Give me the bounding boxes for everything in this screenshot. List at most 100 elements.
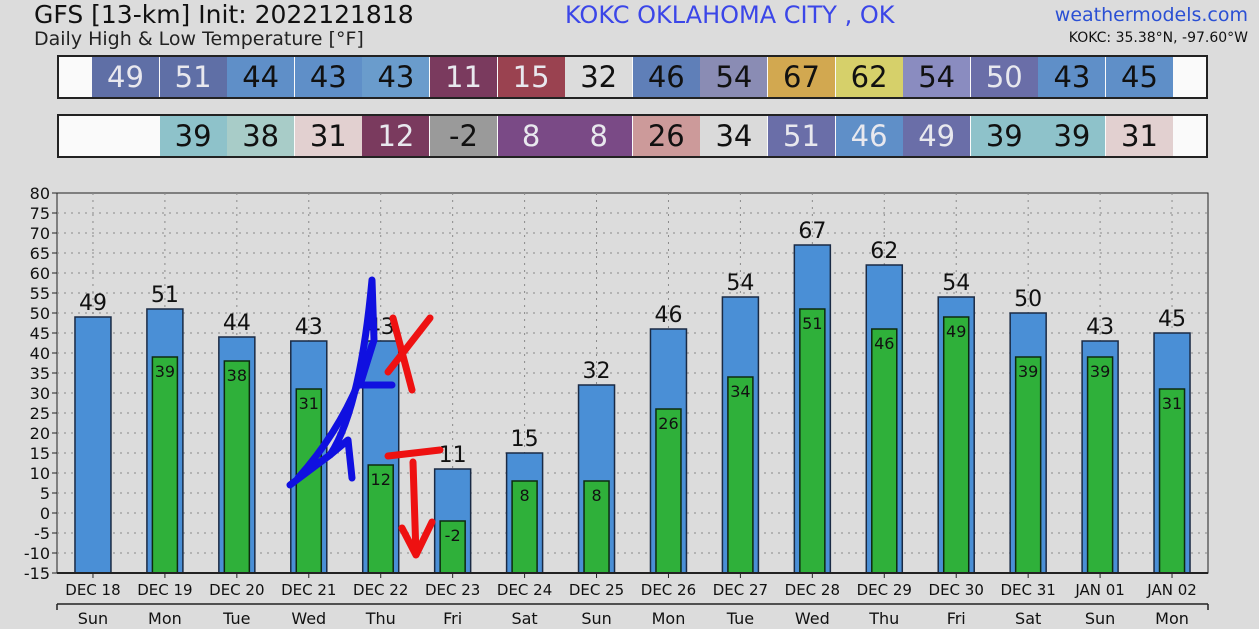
x-date-label: DEC 30 [929,581,984,599]
low-bar [727,376,754,574]
x-date-label: DEC 28 [785,581,840,599]
high-temp-cell: 43 [1038,57,1106,97]
high-value-label: 43 [1086,315,1114,340]
low-bar [871,328,898,574]
blue-annotation-stroke [294,341,376,482]
high-temp-cell: 46 [632,57,700,97]
y-tick-label: 50 [30,304,50,323]
x-date-label: DEC 18 [65,581,120,599]
high-temp-cell: 62 [835,57,903,97]
high-value-label: 45 [1158,307,1186,332]
high-value-label: 62 [870,239,898,264]
x-date-label: DEC 21 [281,581,336,599]
y-tick-label: 25 [30,404,50,423]
low-value-label: 8 [591,486,601,505]
low-value-label: 38 [227,366,247,385]
low-temp-cell [92,116,159,156]
y-tick-label: 70 [30,224,50,243]
x-weekday-label: Mon [1155,609,1189,628]
low-bar [223,360,251,574]
y-tick-label: 15 [30,444,50,463]
low-value-label: -2 [445,526,461,545]
low-value-label: 39 [155,362,175,381]
low-bar [1158,388,1186,574]
x-weekday-label: Wed [291,609,326,628]
station-name: KOKC OKLAHOMA CITY , OK [565,1,895,29]
low-temp-cell: 38 [227,116,295,156]
x-weekday-label: Mon [652,609,686,628]
high-value-label: 54 [942,271,970,296]
low-temp-cell: 39 [159,116,227,156]
high-temp-cell: 11 [430,57,497,97]
low-temp-cell: 31 [294,116,362,156]
y-tick-label: -15 [24,564,50,583]
high-temp-cell: 43 [362,57,430,97]
low-temp-cell: 31 [1106,116,1173,156]
high-temp-cell: 45 [1106,57,1173,97]
y-tick-label: 65 [30,244,50,263]
x-date-label: JAN 02 [1146,581,1197,599]
high-value-label: 49 [79,291,107,316]
high-temp-cell: 49 [92,57,159,97]
y-tick-label: 45 [30,324,50,343]
high-temp-cell: 54 [700,57,768,97]
x-weekday-label: Fri [947,609,966,628]
y-tick-label: 35 [30,364,50,383]
high-temp-cell: 51 [159,57,227,97]
high-temp-cell: 54 [903,57,971,97]
low-value-label: 12 [371,470,391,489]
high-value-label: 32 [583,359,611,384]
low-bar [655,408,682,574]
x-date-label: DEC 25 [569,581,624,599]
high-value-label: 46 [654,303,682,328]
high-value-label: 50 [1014,287,1042,312]
x-weekday-label: Tue [222,609,250,628]
low-bar [367,464,394,574]
high-value-label: 51 [151,283,179,308]
low-value-label: 31 [299,394,319,413]
x-weekday-label: Mon [148,609,182,628]
low-temp-cell: 49 [903,116,971,156]
high-temp-cell: 50 [970,57,1038,97]
high-value-label: 43 [295,315,323,340]
x-weekday-label: Sat [1015,609,1041,628]
y-tick-label: 60 [30,264,50,283]
x-date-label: DEC 24 [497,581,552,599]
low-bar [1014,356,1042,574]
low-temp-cell: 12 [362,116,430,156]
high-temp-cell: 15 [497,57,565,97]
low-bar [1086,356,1114,574]
low-temp-cell: 34 [700,116,768,156]
red-annotation-stroke [384,446,444,460]
x-date-label: DEC 19 [137,581,192,599]
x-weekday-label: Tue [726,609,754,628]
y-tick-label: -10 [24,544,50,563]
low-temp-cell: 39 [1038,116,1106,156]
low-bar [942,316,970,574]
y-tick-label: 80 [30,184,50,203]
y-tick-label: 20 [30,424,50,443]
high-value-label: 15 [511,427,539,452]
y-tick-label: -5 [34,524,50,543]
x-weekday-label: Sun [1085,609,1115,628]
y-tick-label: 40 [30,344,50,363]
high-temp-strip: 49 51 44 43 43 11 15 32 46 54 67 62 54 50 43 45 [57,55,1208,99]
low-temp-cell: 26 [632,116,700,156]
high-value-label: 44 [223,311,251,336]
y-tick-label: 10 [30,464,50,483]
x-date-label: JAN 01 [1074,581,1125,599]
low-temp-cell: 46 [835,116,903,156]
site-link[interactable]: weathermodels.com [1054,4,1248,26]
high-temp-cell: 43 [294,57,362,97]
low-value-label: 31 [1162,394,1182,413]
x-weekday-label: Sat [511,609,537,628]
low-value-label: 46 [874,334,894,353]
x-date-label: DEC 26 [641,581,696,599]
high-value-label: 54 [726,271,754,296]
y-tick-label: 30 [30,384,50,403]
low-value-label: 26 [658,414,678,433]
high-bar [74,316,112,574]
low-temp-cell: 8 [565,116,633,156]
low-temp-cell: 51 [768,116,835,156]
